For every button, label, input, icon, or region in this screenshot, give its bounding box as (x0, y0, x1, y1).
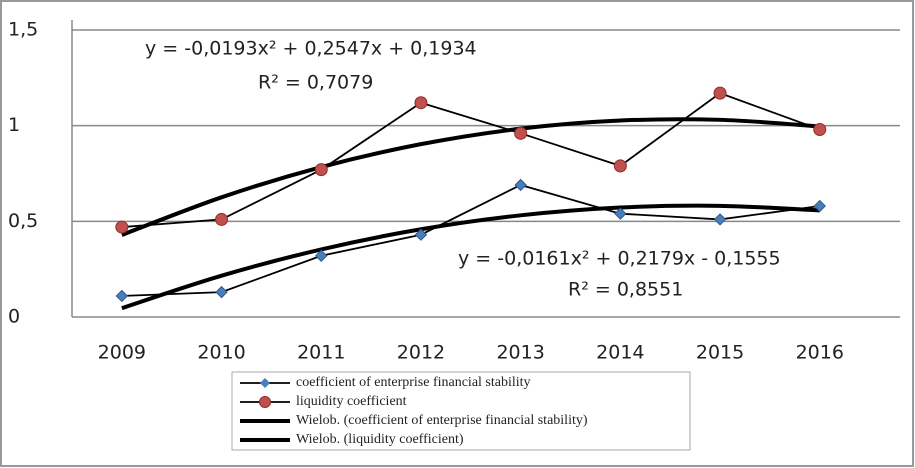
legend-marker (259, 396, 271, 408)
x-tick-label: 2012 (397, 342, 445, 364)
point (314, 163, 328, 177)
point (315, 249, 328, 262)
point (613, 159, 627, 173)
legend-box (231, 371, 691, 451)
point (713, 213, 727, 226)
point (813, 122, 827, 136)
trend-line (121, 203, 820, 311)
x-tick-label: 2015 (696, 342, 744, 364)
x-tick-label: 2010 (197, 342, 245, 364)
x-tick-label: 2016 (796, 342, 844, 364)
x-tick-label: 2014 (596, 342, 644, 364)
point (215, 285, 228, 299)
series-line (121, 92, 821, 228)
annotation: R² = 0,8551 (568, 279, 683, 301)
y-tick-label: 0 (8, 306, 20, 328)
series-line (121, 184, 820, 297)
point (414, 228, 428, 241)
point (115, 289, 129, 303)
y-tick-label: 1,5 (8, 19, 38, 41)
legend-label: liquidity coefficient (296, 394, 407, 409)
legend-label: coefficient of enterprise financial stab… (296, 375, 531, 390)
y-tick-label: 0,5 (8, 210, 38, 232)
x-tick-label: 2011 (297, 342, 345, 364)
annotation: R² = 0,7079 (258, 72, 373, 94)
point (115, 220, 129, 234)
annotation: y = -0,0161x² + 0,2179x - 0,1555 (458, 248, 781, 270)
x-tick-label: 2013 (496, 342, 544, 364)
point (713, 86, 727, 100)
point (614, 207, 627, 220)
legend-label: Wielob. (coefficient of enterprise finan… (296, 413, 588, 428)
annotation: y = -0,0193x² + 0,2547x + 0,1934 (145, 38, 477, 60)
point (514, 126, 528, 140)
legend-marker (260, 378, 270, 388)
point (215, 212, 229, 226)
point (813, 199, 826, 213)
x-tick-label: 2009 (98, 342, 146, 364)
trend-line (121, 117, 820, 237)
y-tick-label: 1 (8, 114, 20, 136)
point (414, 96, 428, 110)
legend-label: Wielob. (liquidity coefficient) (296, 432, 464, 447)
point (514, 178, 527, 192)
